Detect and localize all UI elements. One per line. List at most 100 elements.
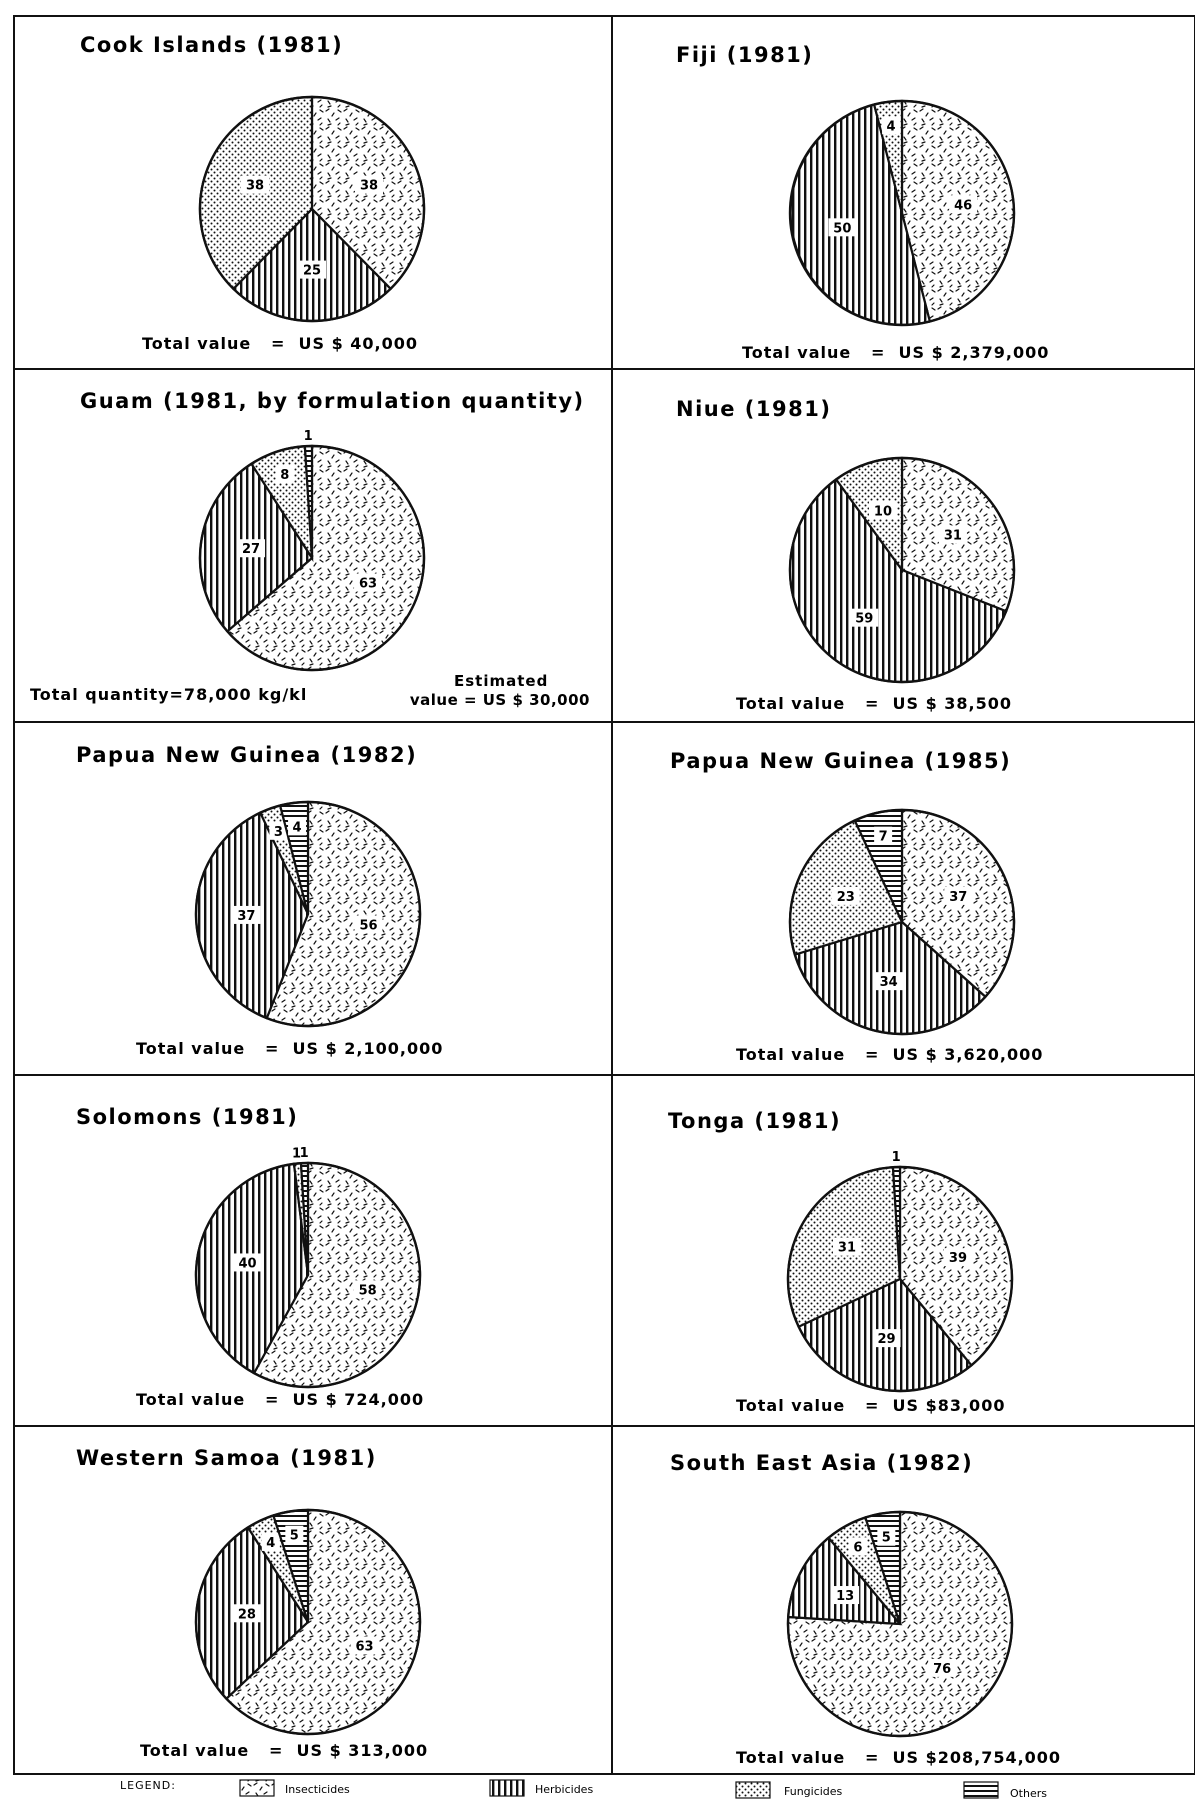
slice-label-bg — [831, 1586, 860, 1605]
legend-swatch-insecticides — [239, 1779, 275, 1797]
slice-label-bg — [288, 817, 307, 836]
slice-value-label: 10 — [874, 504, 892, 519]
slice-value-label: 56 — [359, 919, 377, 934]
slice-value-label: 4 — [266, 1536, 275, 1551]
slice-label-bg — [269, 821, 288, 840]
pie-panel: Fiji (1981) 46 50 4 Total value = US $ 2,379… — [676, 43, 1049, 362]
total-value-label: Total value = US $83,000 — [736, 1396, 1005, 1415]
slice-label-bg — [240, 175, 269, 194]
total-value-label: Total value = US $208,754,000 — [736, 1748, 1061, 1767]
slice-label-bg — [232, 1604, 261, 1623]
chart-title: Papua New Guinea (1985) — [670, 749, 1011, 773]
slice-value-label: 6 — [853, 1540, 862, 1555]
pie-panel: Guam (1981, by formulation quantity) 63 27… — [30, 389, 590, 709]
pie-panel: Papua New Guinea (1985) 37 34 23 7 Total valu… — [670, 749, 1043, 1064]
slice-value-label: 38 — [360, 179, 378, 194]
chart-title: Papua New Guinea (1982) — [76, 743, 417, 767]
pie-outline — [194, 1508, 422, 1736]
slice-label-bg — [298, 260, 326, 279]
pie-outline — [788, 456, 1016, 684]
pie-outline — [198, 444, 426, 672]
total-value-label: Total value = US $ 313,000 — [140, 1741, 428, 1760]
slice-value-label: 31 — [838, 1241, 856, 1256]
pie-outline — [194, 1161, 422, 1389]
slice-label-bg — [868, 501, 897, 520]
slice-label-bg — [850, 608, 879, 627]
slice-label-bg — [232, 905, 261, 924]
legend-label-insecticides: Insecticides — [285, 1783, 350, 1796]
total-value-label: Total value = US $ 724,000 — [136, 1390, 424, 1409]
slice-value-label: 37 — [237, 909, 255, 924]
slice-label-bg — [874, 972, 903, 991]
slice-label-bg — [938, 525, 967, 544]
slice-value-label: 28 — [238, 1607, 256, 1622]
slice-value-label: 1 — [304, 429, 313, 444]
slice-value-label: 27 — [242, 542, 260, 557]
slice-value-label: 50 — [833, 221, 851, 236]
slice-value-label: 37 — [949, 890, 967, 905]
slice-value-label: 63 — [359, 577, 377, 592]
slice-label-bg — [928, 1658, 957, 1677]
total-value-label: Total value = US $ 2,100,000 — [136, 1039, 443, 1058]
slice-value-label: 1 — [300, 1146, 309, 1161]
slice-value-label: 23 — [837, 890, 855, 905]
chart-title: Niue (1981) — [676, 397, 831, 421]
pie-panel: Cook Islands (1981) 38 25 38 Total value = U… — [80, 33, 426, 353]
slice-label-bg — [354, 573, 383, 592]
total-value-label: Total value = US $ 3,620,000 — [736, 1045, 1043, 1064]
slice-label-bg — [882, 116, 901, 135]
slice-value-label: 40 — [238, 1256, 256, 1271]
slice-label-bg — [275, 465, 294, 484]
slice-value-label: 46 — [954, 198, 972, 213]
slice-label-bg — [872, 1329, 901, 1348]
slice-label-bg — [949, 195, 978, 214]
slice-label-bg — [353, 1280, 382, 1299]
total-value-label: Total value = US $ 2,379,000 — [742, 343, 1049, 362]
chart-title: Guam (1981, by formulation quantity) — [80, 389, 585, 413]
slice-label-bg — [261, 1532, 280, 1551]
slice-value-label: 63 — [355, 1639, 373, 1654]
slice-label-bg — [285, 1525, 304, 1544]
slice-label-bg — [828, 218, 857, 237]
slice-label-bg — [355, 175, 384, 194]
pie-panel: South East Asia (1982) 76 13 6 5 Total value … — [670, 1451, 1061, 1767]
slice-value-label: 38 — [246, 179, 264, 194]
pie-panel: Tonga (1981) 39 29 31 1 Total value = US $83,… — [668, 1109, 1014, 1415]
estimated-value-label: value = US $ 30,000 — [410, 691, 590, 709]
chart-title: Cook Islands (1981) — [80, 33, 343, 57]
slice-label-bg — [874, 826, 893, 845]
slice-label-bg — [831, 886, 860, 905]
estimated-label: Estimated — [454, 672, 548, 690]
legend-swatch-others — [963, 1781, 999, 1799]
slice-value-label: 5 — [882, 1531, 891, 1546]
pie-panel: Western Samoa (1981) 63 28 4 5 Total value = … — [76, 1446, 428, 1760]
slice-label-bg — [848, 1537, 867, 1556]
slice-value-label: 1 — [892, 1150, 901, 1165]
chart-title: Solomons (1981) — [76, 1105, 298, 1129]
total-value-label: Total value = US $ 38,500 — [736, 694, 1012, 713]
chart-title: South East Asia (1982) — [670, 1451, 973, 1475]
pie-outline — [198, 95, 426, 323]
chart-title: Western Samoa (1981) — [76, 1446, 377, 1470]
legend-swatch-herbicides — [489, 1779, 525, 1797]
pie-outline — [786, 1165, 1014, 1393]
slice-value-label: 13 — [836, 1589, 854, 1604]
slice-label-bg — [832, 1237, 861, 1256]
slice-label-bg — [943, 1248, 972, 1267]
slice-value-label: 39 — [949, 1251, 967, 1266]
legend-title: LEGEND: — [120, 1779, 176, 1792]
slice-label-bg — [233, 1253, 262, 1272]
slice-label-bg — [237, 539, 266, 558]
slice-label-bg — [350, 1636, 379, 1655]
slice-value-label: 76 — [933, 1662, 951, 1677]
slice-value-label: 5 — [290, 1529, 299, 1544]
panel-frame — [13, 15, 1195, 1775]
pie-outline — [194, 800, 422, 1028]
pie-panel: Niue (1981) 31 59 10 Total value = US $ 38,5… — [676, 397, 1016, 713]
chart-title: Tonga (1981) — [668, 1109, 841, 1133]
slice-value-label: 59 — [855, 612, 873, 627]
slice-value-label: 4 — [887, 119, 896, 134]
chart-title: Fiji (1981) — [676, 43, 813, 67]
slice-value-label: 7 — [879, 830, 888, 845]
